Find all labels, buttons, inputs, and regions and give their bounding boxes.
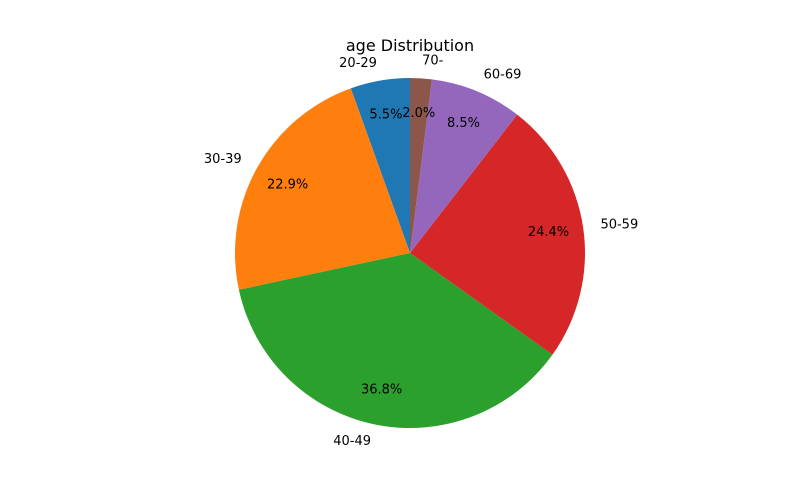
percent-label-20-29: 5.5% bbox=[369, 108, 402, 123]
slice-label-60-69: 60-69 bbox=[484, 68, 522, 83]
pie-slice-30-39 bbox=[234, 88, 410, 290]
slice-labels: 20-29 30-39 40-49 50-59 60-69 70- bbox=[204, 53, 638, 449]
slice-label-40-49: 40-49 bbox=[333, 434, 371, 449]
percent-label-60-69: 8.5% bbox=[447, 116, 480, 131]
pie-slice-40-49 bbox=[238, 253, 553, 428]
percent-label-40-49: 36.8% bbox=[361, 383, 402, 398]
pie-slice-70- bbox=[410, 78, 432, 253]
percent-label-30-39: 22.9% bbox=[267, 178, 308, 193]
slice-label-20-29: 20-29 bbox=[339, 56, 377, 71]
percent-label-70-: 2.0% bbox=[402, 106, 435, 121]
percent-labels: 5.5% 22.9% 36.8% 24.4% 8.5% 2.0% bbox=[267, 106, 569, 398]
chart-title: age Distribution bbox=[346, 36, 474, 55]
pie-slice-20-29 bbox=[350, 78, 410, 253]
slice-label-50-59: 50-59 bbox=[600, 218, 638, 233]
pie-slice-50-59 bbox=[410, 114, 585, 355]
pie-slices bbox=[234, 78, 585, 428]
percent-label-50-59: 24.4% bbox=[528, 225, 569, 240]
slice-label-70-: 70- bbox=[422, 53, 444, 68]
pie-slice-60-69 bbox=[410, 79, 518, 253]
slice-label-30-39: 30-39 bbox=[204, 152, 242, 167]
